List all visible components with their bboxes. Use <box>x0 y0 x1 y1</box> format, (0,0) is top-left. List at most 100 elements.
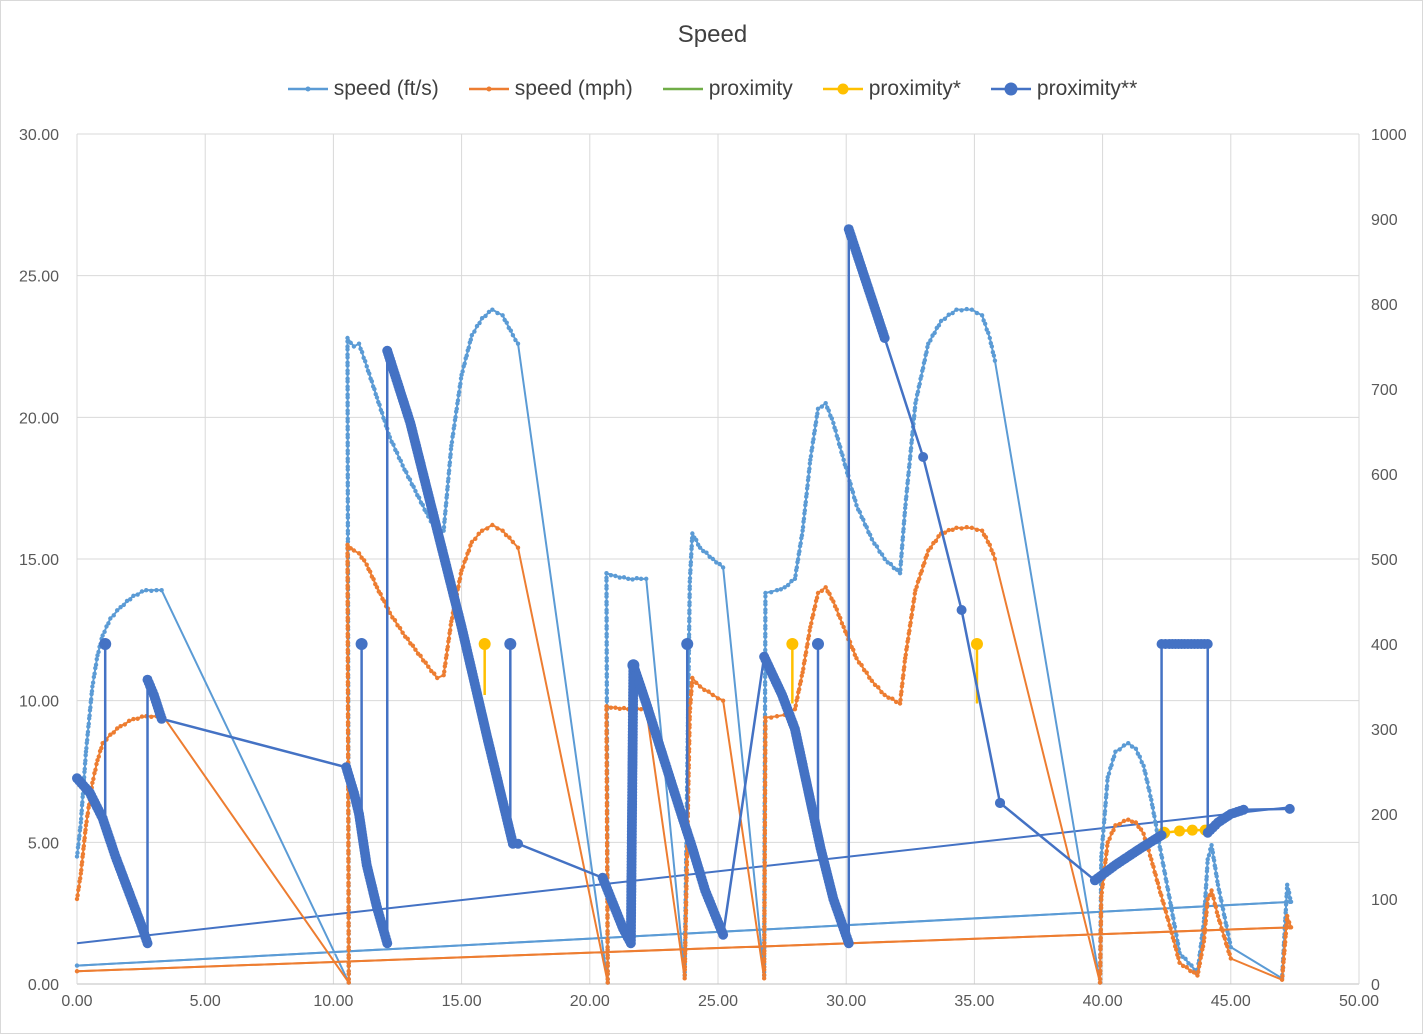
point-speed-mph <box>893 699 899 705</box>
point-speed-mph <box>1225 944 1230 949</box>
point-speed-ft-s <box>613 573 618 579</box>
point-speed-mph <box>604 752 609 758</box>
point-speed-ft-s <box>1228 944 1234 950</box>
point-speed-ft-s <box>908 445 914 451</box>
point-speed-mph <box>799 673 804 679</box>
point-speed-ft-s <box>449 443 454 448</box>
point-speed-mph <box>869 678 875 684</box>
point-speed-ft-s <box>982 321 988 326</box>
y2-tick-label: 600 <box>1371 467 1398 484</box>
point-speed-ft-s <box>348 340 353 346</box>
point-speed-ft-s <box>345 472 350 477</box>
point-speed-mph <box>608 705 614 710</box>
point-speed-ft-s <box>812 428 817 433</box>
point-speed-ft-s <box>928 338 933 343</box>
point-speed-ft-s <box>905 478 911 483</box>
point-speed-mph <box>604 704 609 709</box>
point-speed-ft-s <box>1189 963 1194 968</box>
point-speed-ft-s <box>763 615 768 620</box>
point-proximity-star <box>970 638 983 650</box>
point-speed-mph <box>827 591 832 597</box>
point-speed-mph <box>621 705 627 711</box>
point-speed-mph <box>392 617 398 623</box>
point-speed-ft-s <box>1117 747 1122 752</box>
point-speed-mph <box>605 960 610 966</box>
point-speed-ft-s <box>694 537 699 543</box>
point-speed-mph <box>83 827 88 833</box>
point-speed-mph <box>604 776 610 782</box>
point-speed-ft-s <box>604 687 610 693</box>
point-speed-mph <box>924 552 930 558</box>
point-speed-ft-s <box>407 477 413 482</box>
point-speed-mph <box>922 560 927 566</box>
point-speed-mph <box>74 969 80 974</box>
point-speed-ft-s <box>75 850 80 856</box>
point-speed-ft-s <box>459 372 464 378</box>
point-speed-mph <box>974 527 980 533</box>
point-speed-ft-s <box>932 330 937 336</box>
point-speed-mph <box>908 620 913 625</box>
point-speed-mph <box>720 698 726 703</box>
point-speed-ft-s <box>1152 814 1157 819</box>
point-speed-ft-s <box>1174 933 1179 938</box>
point-speed-mph <box>345 671 351 677</box>
point-speed-ft-s <box>345 352 350 357</box>
y2-tick-label: 300 <box>1371 722 1398 739</box>
point-speed-ft-s <box>798 541 803 546</box>
point-speed-ft-s <box>604 679 610 685</box>
point-speed-ft-s <box>762 671 768 677</box>
point-speed-mph <box>387 610 393 616</box>
point-speed-ft-s <box>992 358 998 363</box>
y2-tick-label: 200 <box>1371 807 1398 824</box>
point-speed-mph <box>92 770 97 776</box>
y-tick-label: 10.00 <box>19 694 59 711</box>
point-speed-mph <box>890 696 895 701</box>
point-speed-ft-s <box>84 737 90 743</box>
y-tick-label: 5.00 <box>28 835 59 852</box>
point-speed-mph <box>449 619 454 624</box>
point-speed-ft-s <box>1137 754 1142 759</box>
point-speed-mph <box>345 703 351 709</box>
point-speed-mph <box>1196 969 1201 975</box>
point-speed-ft-s <box>604 655 609 661</box>
point-speed-mph <box>838 615 843 621</box>
series-line-proximity <box>1163 828 1206 834</box>
point-proximity <box>995 797 1006 808</box>
point-speed-ft-s <box>400 463 405 468</box>
point-speed-ft-s <box>604 583 609 589</box>
point-speed-mph <box>689 680 695 686</box>
point-speed-ft-s <box>989 344 995 349</box>
point-proximity <box>513 838 524 849</box>
point-speed-ft-s <box>626 576 631 582</box>
point-proximity-star <box>786 638 799 650</box>
point-speed-ft-s <box>1220 906 1226 912</box>
point-speed-ft-s <box>763 590 768 596</box>
point-speed-ft-s <box>924 350 929 355</box>
x-tick-label: 15.00 <box>442 993 482 1010</box>
legend-item: speed (ft/s) <box>287 77 439 101</box>
point-speed-ft-s <box>1217 890 1222 895</box>
point-speed-mph <box>867 675 872 680</box>
point-speed-mph <box>1282 948 1287 953</box>
point-speed-ft-s <box>345 440 350 445</box>
point-speed-mph <box>1098 927 1104 932</box>
point-speed-mph <box>139 714 145 719</box>
point-speed-ft-s <box>908 453 913 459</box>
point-speed-ft-s <box>687 576 693 581</box>
point-speed-ft-s <box>420 502 425 508</box>
point-speed-mph <box>604 848 610 854</box>
point-speed-ft-s <box>1111 754 1117 759</box>
point-speed-mph <box>854 655 859 661</box>
point-speed-mph <box>1098 935 1103 941</box>
point-speed-mph <box>910 604 916 609</box>
point-speed-mph <box>702 687 707 693</box>
point-proximity <box>843 938 854 949</box>
point-proximity <box>382 938 393 949</box>
point-speed-ft-s <box>1227 940 1233 945</box>
point-speed-ft-s <box>1206 853 1212 858</box>
point-speed-ft-s <box>763 594 768 599</box>
point-speed-ft-s <box>1105 774 1110 780</box>
point-speed-mph <box>800 670 805 675</box>
point-speed-mph <box>763 718 768 724</box>
proximity-spike-cap <box>811 638 824 650</box>
